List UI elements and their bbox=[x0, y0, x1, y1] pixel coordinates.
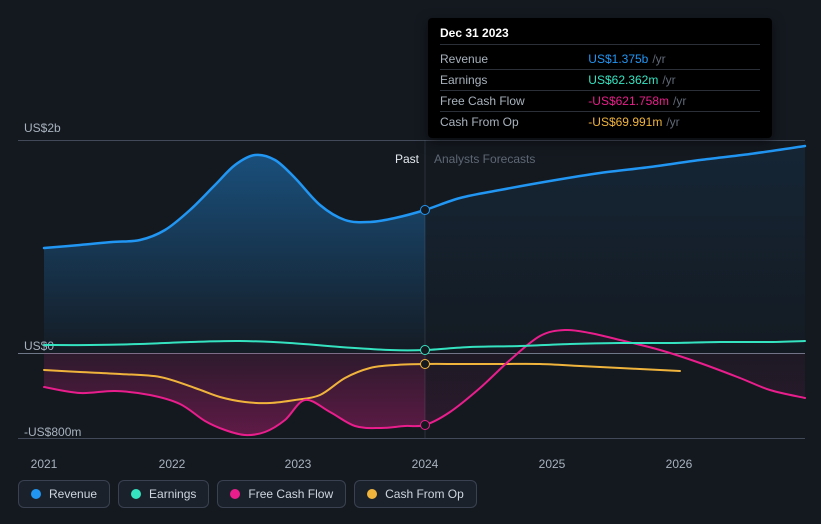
chart-tooltip: Dec 31 2023 RevenueUS$1.375b/yrEarningsU… bbox=[428, 18, 772, 138]
legend-label: Revenue bbox=[49, 487, 97, 501]
legend-label: Earnings bbox=[149, 487, 196, 501]
legend-label: Cash From Op bbox=[385, 487, 464, 501]
tooltip-key: Free Cash Flow bbox=[440, 91, 588, 112]
legend-swatch bbox=[31, 489, 41, 499]
legend-label: Free Cash Flow bbox=[248, 487, 333, 501]
tooltip-unit: /yr bbox=[669, 94, 686, 108]
legend-item[interactable]: Earnings bbox=[118, 480, 209, 508]
tooltip-unit: /yr bbox=[648, 52, 665, 66]
financials-chart: US$2bUS$0-US$800m Past Analysts Forecast… bbox=[0, 0, 821, 524]
tooltip-value: -US$621.758m bbox=[588, 94, 669, 108]
legend-item[interactable]: Revenue bbox=[18, 480, 110, 508]
x-axis-label: 2024 bbox=[412, 457, 439, 471]
x-axis-label: 2023 bbox=[285, 457, 312, 471]
tooltip-row: RevenueUS$1.375b/yr bbox=[440, 49, 760, 70]
tooltip-unit: /yr bbox=[662, 115, 679, 129]
legend: Revenue Earnings Free Cash Flow Cash From O… bbox=[18, 480, 477, 508]
x-axis-label: 2026 bbox=[666, 457, 693, 471]
earnings-marker bbox=[420, 345, 430, 355]
tooltip-value-cell: US$62.362m/yr bbox=[588, 70, 760, 91]
legend-swatch bbox=[367, 489, 377, 499]
tooltip-row: EarningsUS$62.362m/yr bbox=[440, 70, 760, 91]
cfo-marker bbox=[420, 359, 430, 369]
tooltip-value-cell: -US$69.991m/yr bbox=[588, 112, 760, 133]
legend-item[interactable]: Cash From Op bbox=[354, 480, 477, 508]
tooltip-unit: /yr bbox=[658, 73, 675, 87]
x-axis-label: 2025 bbox=[539, 457, 566, 471]
legend-item[interactable]: Free Cash Flow bbox=[217, 480, 346, 508]
legend-swatch bbox=[131, 489, 141, 499]
x-axis-label: 2022 bbox=[159, 457, 186, 471]
tooltip-key: Earnings bbox=[440, 70, 588, 91]
x-axis-label: 2021 bbox=[31, 457, 58, 471]
tooltip-key: Cash From Op bbox=[440, 112, 588, 133]
tooltip-value-cell: -US$621.758m/yr bbox=[588, 91, 760, 112]
tooltip-value: US$1.375b bbox=[588, 52, 648, 66]
tooltip-key: Revenue bbox=[440, 49, 588, 70]
tooltip-date: Dec 31 2023 bbox=[440, 26, 760, 45]
tooltip-table: RevenueUS$1.375b/yrEarningsUS$62.362m/yr… bbox=[440, 49, 760, 132]
legend-swatch bbox=[230, 489, 240, 499]
tooltip-value-cell: US$1.375b/yr bbox=[588, 49, 760, 70]
tooltip-row: Free Cash Flow-US$621.758m/yr bbox=[440, 91, 760, 112]
fcf-marker bbox=[420, 420, 430, 430]
tooltip-value: US$62.362m bbox=[588, 73, 658, 87]
tooltip-row: Cash From Op-US$69.991m/yr bbox=[440, 112, 760, 133]
revenue-marker bbox=[420, 205, 430, 215]
tooltip-value: -US$69.991m bbox=[588, 115, 662, 129]
